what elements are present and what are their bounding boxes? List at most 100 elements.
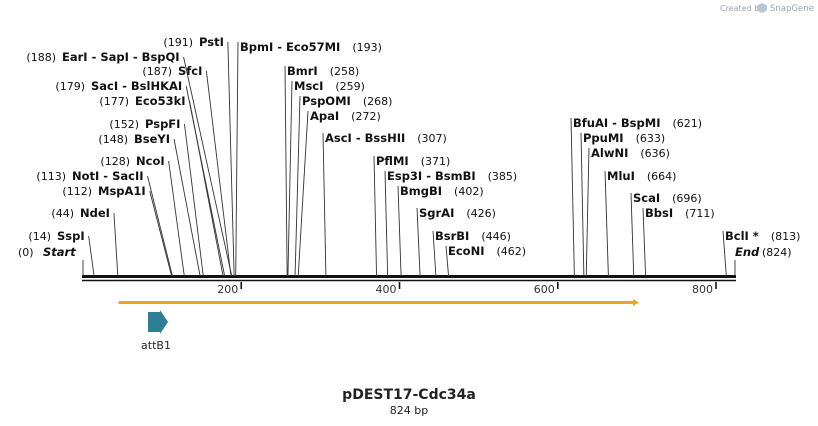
site-name[interactable]: MspA1I — [98, 184, 146, 198]
site-name[interactable]: SacI - BslHKAI — [91, 79, 182, 93]
site-msci[interactable]: MscI (259) — [287, 79, 365, 277]
site-leader — [397, 185, 402, 277]
site-leader — [432, 230, 437, 277]
site-pspfi[interactable]: PspFI (152) — [109, 117, 204, 277]
site-mspa1i[interactable]: MspA1I (112) — [62, 184, 173, 277]
site-bmgbi[interactable]: BmgBI (402) — [397, 184, 484, 277]
site-name[interactable]: ApaI — [310, 109, 339, 123]
site-mlui[interactable]: MluI (664) — [604, 169, 676, 277]
site-noti-sacii[interactable]: NotI - SacII (113) — [36, 169, 173, 277]
site-psti[interactable]: PstI (191) — [163, 35, 235, 277]
site-bseyi[interactable]: BseYI (148) — [98, 132, 201, 277]
site-bcli[interactable]: BclI * (813) — [722, 229, 800, 277]
site-leader — [287, 80, 293, 277]
site-name[interactable]: MscI — [294, 79, 323, 93]
site-name[interactable]: NcoI — [136, 154, 165, 168]
site-leader — [235, 41, 239, 277]
site-position: (14) — [28, 230, 51, 243]
site-bfuai-bspmi[interactable]: BfuAI - BspMI (621) — [570, 116, 702, 277]
site-name[interactable]: ScaI — [633, 191, 660, 205]
site-name[interactable]: SgrAI — [419, 206, 454, 220]
site-leader — [284, 65, 288, 277]
site-bbsi[interactable]: BbsI (711) — [642, 206, 715, 277]
site-eco53ki[interactable]: Eco53kI (177) — [99, 94, 224, 277]
site-eari-sapi-bspqi[interactable]: EarI - SapI - BspQI (188) — [26, 50, 233, 277]
site-position: (307) — [417, 132, 447, 145]
site-name[interactable]: SfcI — [178, 64, 202, 78]
snapgene-brand-text: SnapGene — [770, 4, 814, 14]
axis-ticks: 200 400 600 800 — [217, 282, 717, 296]
site-sspi[interactable]: SspI (14) — [28, 229, 95, 277]
site-position: (113) — [36, 170, 66, 183]
site-leader — [297, 110, 309, 277]
site-name[interactable]: BseYI — [134, 132, 170, 146]
attb1-label: attB1 — [141, 339, 171, 352]
site-position: (621) — [672, 117, 702, 130]
site-position: (193) — [352, 41, 382, 54]
site-position: (112) — [62, 185, 92, 198]
site-leader — [384, 170, 389, 277]
site-position: (191) — [163, 36, 193, 49]
start-position: (0) — [18, 246, 34, 259]
site-name[interactable]: BclI * — [725, 229, 759, 243]
feature-attb1[interactable]: attB1 — [141, 310, 171, 352]
site-sfci[interactable]: SfcI (187) — [142, 64, 232, 277]
site-name[interactable]: BsrBI — [435, 229, 469, 243]
site-leader — [294, 95, 301, 277]
site-name[interactable]: Esp3I - BsmBI — [387, 169, 476, 183]
site-name[interactable]: MluI — [607, 169, 635, 183]
site-position: (258) — [330, 65, 360, 78]
site-pspomi[interactable]: PspOMI (268) — [294, 94, 392, 277]
site-bsrbi[interactable]: BsrBI (446) — [432, 229, 511, 277]
site-name[interactable]: NdeI — [80, 206, 110, 220]
site-name[interactable]: PstI — [199, 35, 224, 49]
site-bpmi-eco57mi[interactable]: BpmI - Eco57MI (193) — [235, 40, 382, 277]
site-ndei[interactable]: NdeI (44) — [51, 206, 119, 277]
site-position: (177) — [99, 95, 129, 108]
axis-tick-label: 400 — [376, 283, 397, 296]
site-asci-bsshii[interactable]: AscI - BssHII (307) — [322, 131, 447, 277]
site-sgrai[interactable]: SgrAI (426) — [416, 206, 496, 277]
site-name[interactable]: BmrI — [287, 64, 318, 78]
site-leader — [604, 170, 609, 277]
site-scai[interactable]: ScaI (696) — [630, 191, 702, 277]
site-name[interactable]: BfuAI - BspMI — [573, 116, 660, 130]
site-name[interactable]: EcoNI — [448, 244, 484, 258]
site-name[interactable]: EarI - SapI - BspQI — [62, 50, 180, 64]
site-name[interactable]: PspOMI — [302, 94, 351, 108]
site-name[interactable]: AscI - BssHII — [325, 131, 405, 145]
site-name[interactable]: PpuMI — [583, 131, 624, 145]
site-name[interactable]: SspI — [57, 229, 85, 243]
site-apai[interactable]: ApaI (272) — [297, 109, 381, 277]
site-name[interactable]: NotI - SacII — [72, 169, 144, 183]
site-name[interactable]: BbsI — [645, 206, 673, 220]
site-position: (426) — [466, 207, 496, 220]
site-econi[interactable]: EcoNI (462) — [445, 244, 526, 277]
site-position: (187) — [142, 65, 172, 78]
site-name[interactable]: BpmI - Eco57MI — [240, 40, 340, 54]
site-name[interactable]: PflMI — [376, 154, 409, 168]
site-position: (402) — [454, 185, 484, 198]
site-bmri[interactable]: BmrI (258) — [284, 64, 360, 277]
site-name[interactable]: AlwNI — [591, 146, 628, 160]
site-name[interactable]: PspFI — [145, 117, 180, 131]
site-leader — [173, 138, 201, 277]
site-alwni[interactable]: AlwNI (636) — [585, 146, 670, 277]
site-ppumi[interactable]: PpuMI (633) — [580, 131, 665, 277]
site-ncoi[interactable]: NcoI (128) — [100, 154, 185, 277]
snapgene-logo-icon — [757, 3, 767, 13]
site-position: (188) — [26, 51, 56, 64]
site-leader — [184, 123, 204, 277]
site-position: (462) — [496, 245, 526, 258]
end-label: End (824) — [734, 245, 792, 276]
site-leader — [183, 56, 233, 277]
backbone — [82, 275, 736, 282]
site-leader — [570, 117, 575, 277]
site-name[interactable]: Eco53kI — [135, 94, 186, 108]
site-pflmi[interactable]: PflMI (371) — [373, 154, 450, 277]
site-esp3i-bsmbi[interactable]: Esp3I - BsmBI (385) — [384, 169, 517, 277]
site-leader — [630, 192, 635, 277]
attb1-arrow-icon[interactable] — [148, 310, 168, 334]
site-name[interactable]: BmgBI — [400, 184, 442, 198]
